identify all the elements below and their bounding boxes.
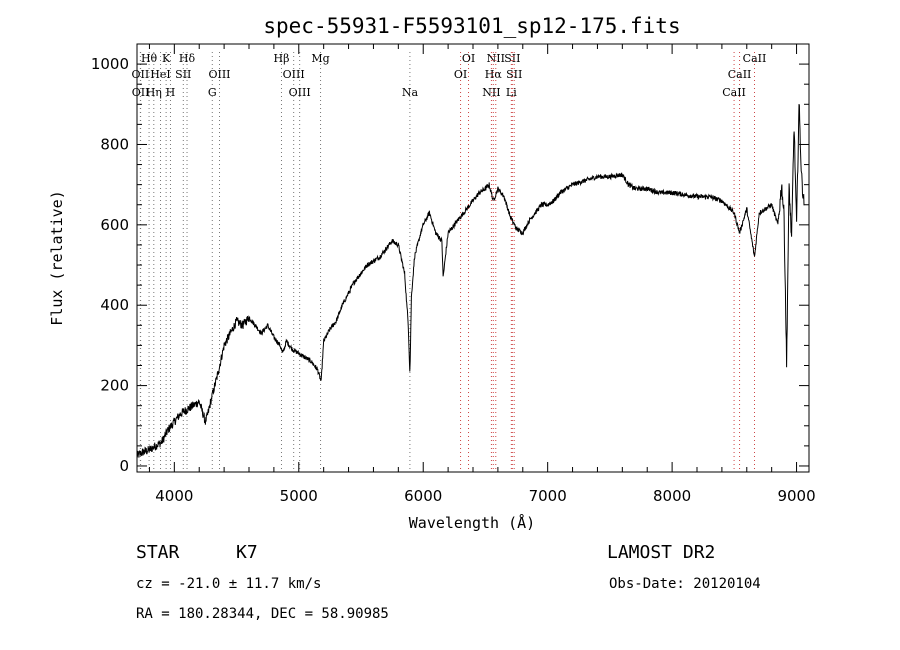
line-marker-label: SII <box>504 52 520 65</box>
line-marker-label: Mg <box>311 52 329 65</box>
line-marker-label: OIII <box>283 68 305 81</box>
x-axis-title: Wavelength (Å) <box>409 513 535 532</box>
line-marker-label: Hβ <box>274 52 290 65</box>
line-marker-label: Hδ <box>179 52 196 65</box>
line-marker-label: OII <box>132 86 150 99</box>
x-tick-label: 7000 <box>529 487 567 505</box>
line-marker-label: SII <box>506 68 522 81</box>
line-marker-label: CaII <box>722 86 746 99</box>
line-marker-label: Hα <box>485 68 503 81</box>
x-tick-label: 5000 <box>280 487 318 505</box>
line-marker-label: Hη <box>146 86 162 99</box>
line-marker-label: CaII <box>728 68 752 81</box>
line-marker-label: G <box>208 86 217 99</box>
y-tick-label: 1000 <box>91 55 129 73</box>
y-tick-label: 800 <box>100 135 129 153</box>
x-tick-label: 4000 <box>155 487 193 505</box>
y-tick-label: 0 <box>119 457 129 475</box>
object-subclass: K7 <box>236 542 258 563</box>
spectrum-line <box>136 103 805 458</box>
survey-name: LAMOST DR2 <box>607 542 716 563</box>
line-marker-label: Li <box>506 86 517 99</box>
line-marker-label: SII <box>175 68 191 81</box>
y-tick-label: 400 <box>100 296 129 314</box>
axes: 4000 5000 6000 7000 8000 9000 0 200 400 600 800 100… <box>91 44 816 505</box>
line-marker-label: OI <box>462 52 475 65</box>
x-tick-label: 8000 <box>653 487 691 505</box>
spectrum-series <box>136 103 805 458</box>
line-marker-label: CaII <box>743 52 767 65</box>
line-marker-label: NII <box>482 86 500 99</box>
redshift-cz: cz = -21.0 ± 11.7 km/s <box>136 576 322 592</box>
line-marker-label: OII <box>132 68 150 81</box>
line-marker-label: OIII <box>208 68 230 81</box>
x-tick-label: 6000 <box>404 487 442 505</box>
line-marker-label: HeI <box>150 68 170 81</box>
y-tick-label: 200 <box>100 377 129 395</box>
line-marker-label: NII <box>487 52 505 65</box>
coordinates: RA = 180.28344, DEC = 58.90985 <box>136 606 389 622</box>
y-tick-label: 600 <box>100 216 129 234</box>
line-marker-label: OI <box>454 68 467 81</box>
line-marker-label: H <box>166 86 176 99</box>
plot-frame <box>136 43 810 473</box>
object-class: STAR <box>136 542 180 563</box>
line-marker-label: K <box>162 52 171 65</box>
line-marker-label: Na <box>402 86 419 99</box>
line-marker-label: OIII <box>289 86 311 99</box>
x-tick-label: 9000 <box>777 487 815 505</box>
observation-date: Obs-Date: 20120104 <box>609 576 761 592</box>
y-axis-title: Flux (relative) <box>48 190 66 325</box>
line-marker-label: Hθ <box>141 52 158 65</box>
chart-title: spec-55931-F5593101_sp12-175.fits <box>263 14 680 38</box>
